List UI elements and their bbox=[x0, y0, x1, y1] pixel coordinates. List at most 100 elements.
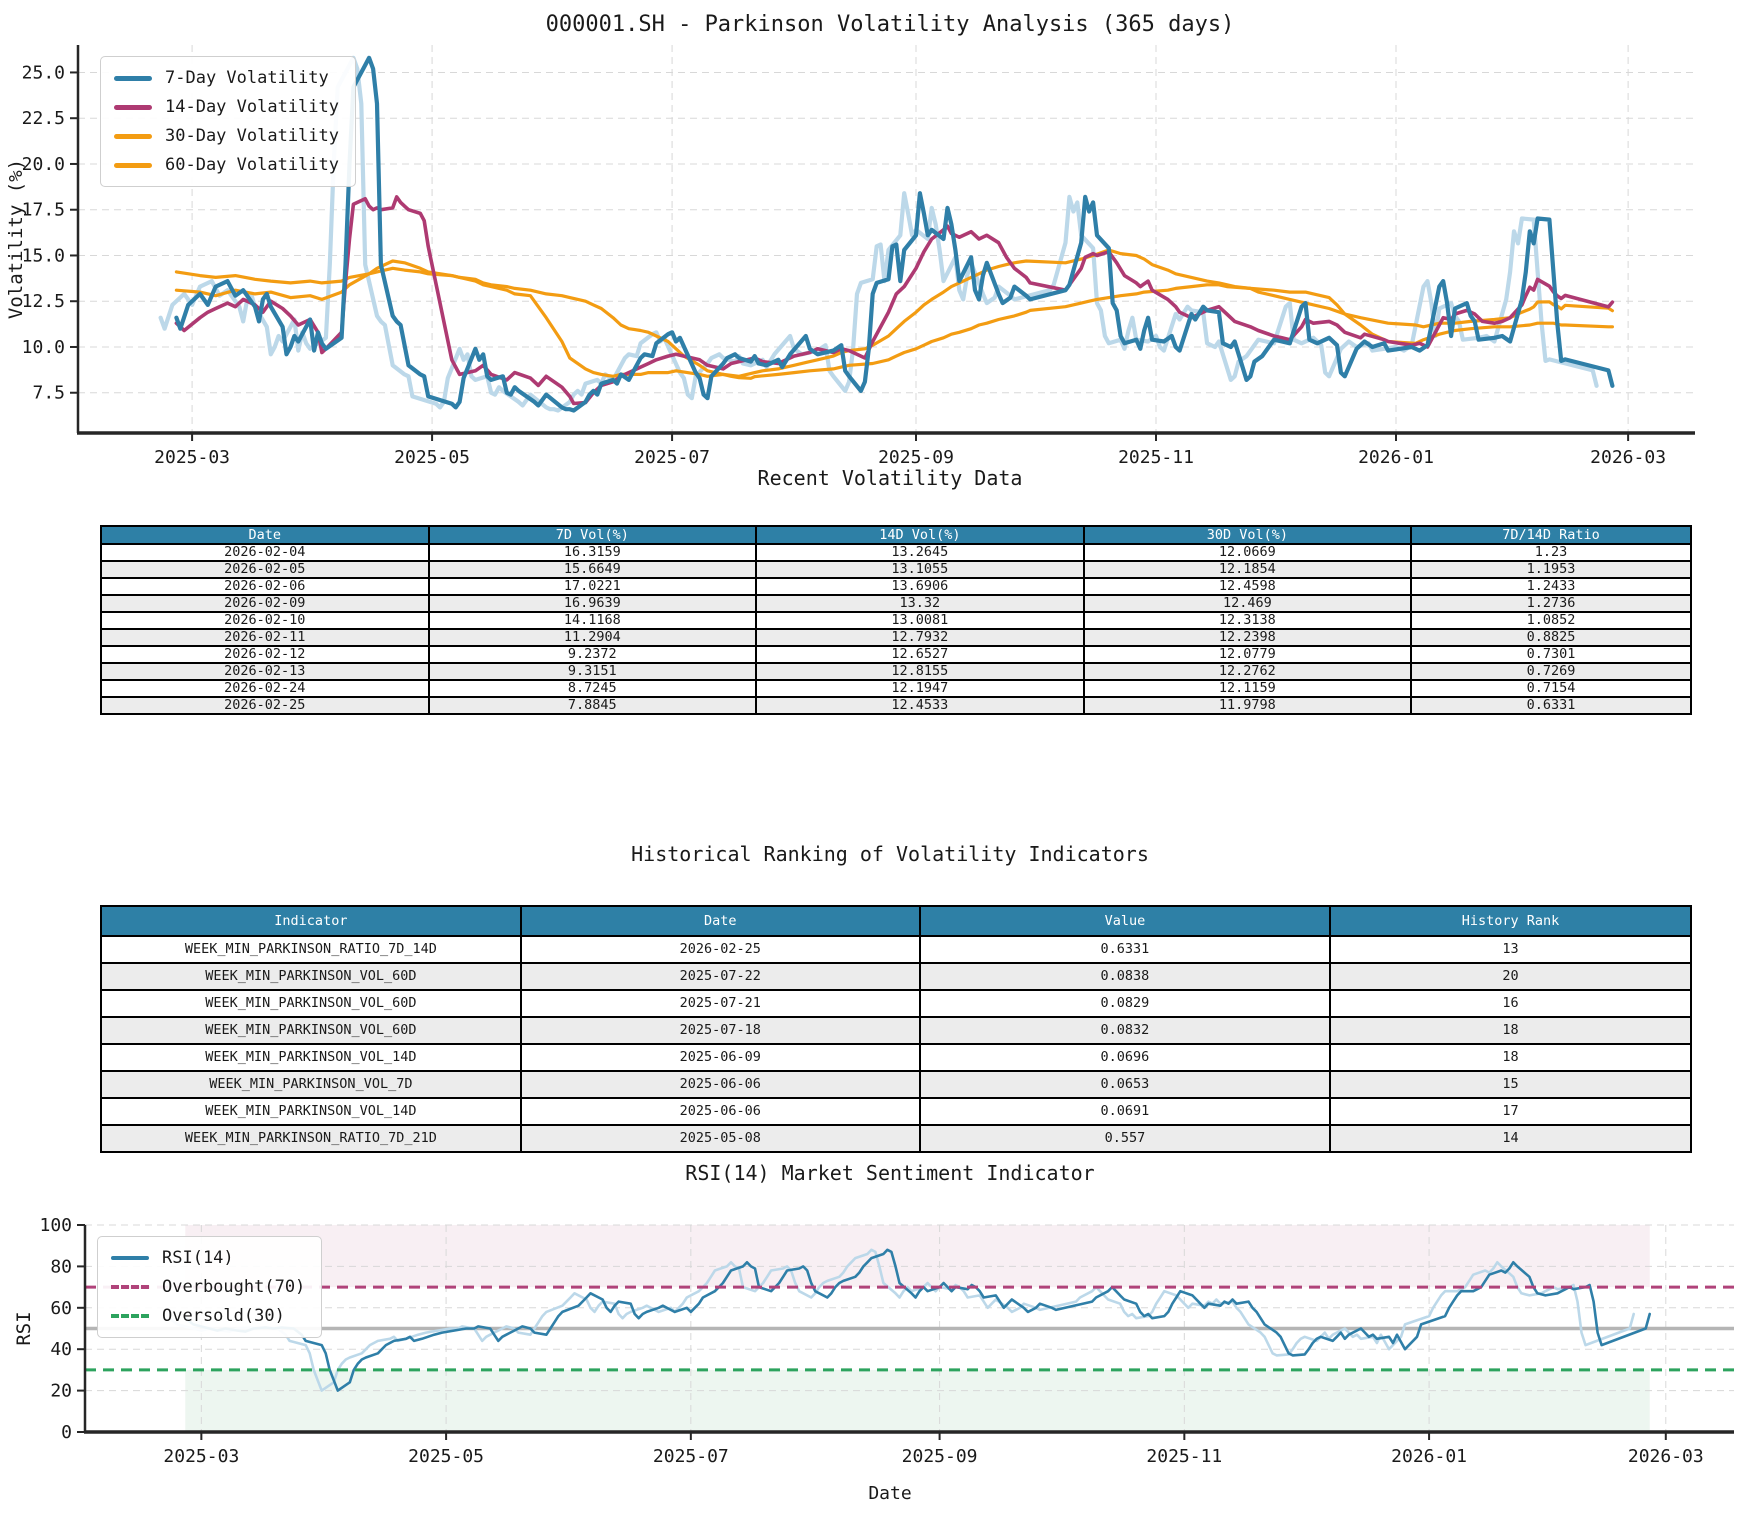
table-cell: 0.6331 bbox=[1410, 696, 1692, 715]
table-cell: 12.1159 bbox=[1082, 679, 1413, 698]
ghost-line bbox=[168, 1248, 1635, 1392]
table-cell: WEEK_MIN_PARKINSON_VOL_14D bbox=[100, 1097, 522, 1126]
table-cell: 15 bbox=[1329, 1070, 1692, 1099]
table-row: 2026-02-04 16.3159 13.2645 12.0669 1.23 bbox=[100, 543, 1692, 562]
rsi-chart-title: RSI(14) Market Sentiment Indicator bbox=[685, 1161, 1095, 1185]
table-cell: 14.1168 bbox=[427, 611, 758, 630]
table-row: 2026-02-24 8.7245 12.1947 12.1159 0.7154 bbox=[100, 679, 1692, 698]
table-cell: 0.0838 bbox=[918, 962, 1332, 991]
table-cell: 0.7301 bbox=[1410, 645, 1692, 664]
legend-swatch-icon bbox=[111, 1256, 149, 1260]
table-cell: 2025-06-06 bbox=[519, 1097, 921, 1126]
y-axis-label: RSI bbox=[13, 1311, 35, 1345]
recent-table-title: Recent Volatility Data bbox=[757, 466, 1023, 490]
table-cell: 18 bbox=[1329, 1016, 1692, 1045]
table-cell: WEEK_MIN_PARKINSON_VOL_60D bbox=[100, 1016, 522, 1045]
table-cell: WEEK_MIN_PARKINSON_VOL_60D bbox=[100, 962, 522, 991]
y-tick-label: 20 bbox=[50, 1381, 72, 1402]
y-tick-label: 15.0 bbox=[22, 245, 65, 266]
table-cell: 1.1953 bbox=[1410, 560, 1692, 579]
x-tick-label: 2025-03 bbox=[154, 447, 230, 468]
y-tick-label: 0 bbox=[61, 1422, 72, 1443]
legend-swatch-icon bbox=[111, 1314, 149, 1318]
table-cell: 12.1947 bbox=[755, 679, 1085, 698]
table-cell: 17 bbox=[1329, 1097, 1692, 1126]
table-row: 2026-02-06 17.0221 13.6906 12.4598 1.2433 bbox=[100, 577, 1692, 596]
legend-swatch-icon bbox=[114, 162, 152, 168]
table-cell: 2026-02-24 bbox=[100, 679, 430, 698]
table-cell: 13.6906 bbox=[755, 577, 1085, 596]
table-cell: 0.0653 bbox=[918, 1070, 1332, 1099]
legend-label: 30-Day Volatility bbox=[165, 126, 339, 146]
table-cell: WEEK_MIN_PARKINSON_RATIO_7D_21D bbox=[100, 1124, 522, 1153]
table-row: WEEK_MIN_PARKINSON_VOL_14D 2025-06-09 0.06… bbox=[100, 1043, 1692, 1072]
table-row: WEEK_MIN_PARKINSON_VOL_60D 2025-07-18 0.08… bbox=[100, 1016, 1692, 1045]
table-cell: 2026-02-10 bbox=[100, 611, 430, 630]
table-cell: 2026-02-04 bbox=[100, 543, 430, 562]
column-header: 7D/14D Ratio bbox=[1410, 525, 1692, 545]
table-cell: 2025-05-08 bbox=[519, 1124, 921, 1153]
legend-item: 14-Day Volatility bbox=[114, 96, 339, 118]
table-cell: 12.2762 bbox=[1082, 662, 1413, 681]
y-tick-label: 17.5 bbox=[22, 200, 65, 221]
table-cell: 12.7932 bbox=[755, 628, 1085, 647]
table-row: WEEK_MIN_PARKINSON_RATIO_7D_14D 2026-02-2… bbox=[100, 935, 1692, 964]
7-day-volatility-line bbox=[174, 55, 1615, 413]
table-cell: 12.6527 bbox=[755, 645, 1085, 664]
legend-swatch-icon bbox=[114, 133, 152, 139]
table-cell: 1.2736 bbox=[1410, 594, 1692, 613]
overbought-zone bbox=[185, 1225, 1650, 1288]
main-chart-title: 000001.SH - Parkinson Volatility Analysi… bbox=[545, 12, 1235, 37]
table-cell: 2026-02-09 bbox=[100, 594, 430, 613]
table-cell: 11.2904 bbox=[427, 628, 758, 647]
table-cell: 12.3138 bbox=[1082, 611, 1413, 630]
table-cell: 0.8825 bbox=[1410, 628, 1692, 647]
table-row: 2026-02-10 14.1168 13.0081 12.3138 1.0852 bbox=[100, 611, 1692, 630]
legend-label: Overbought(70) bbox=[162, 1277, 306, 1297]
table-cell: 1.0852 bbox=[1410, 611, 1692, 630]
legend-item: 30-Day Volatility bbox=[114, 125, 339, 147]
legend-label: RSI(14) bbox=[162, 1248, 234, 1268]
14-day-volatility-line bbox=[174, 195, 1615, 406]
table-row: 2026-02-05 15.6649 13.1055 12.1854 1.1953 bbox=[100, 560, 1692, 579]
x-tick-label: 2025-03 bbox=[163, 1446, 239, 1467]
table-cell: 0.0829 bbox=[918, 989, 1332, 1018]
table-cell: WEEK_MIN_PARKINSON_VOL_60D bbox=[100, 989, 522, 1018]
table-cell: 13.2645 bbox=[755, 543, 1085, 562]
table-cell: WEEK_MIN_PARKINSON_VOL_14D bbox=[100, 1043, 522, 1072]
y-axis-label: Volatility (%) bbox=[5, 159, 27, 319]
legend-label: Oversold(30) bbox=[162, 1306, 285, 1326]
legend-item: Overbought(70) bbox=[111, 1276, 305, 1298]
legend-swatch-icon bbox=[114, 75, 152, 81]
table-cell: 2026-02-13 bbox=[100, 662, 430, 681]
table-header-row: Date 7D Vol(%) 14D Vol(%) 30D Vol(%) 7D/14D … bbox=[100, 525, 1692, 545]
column-header: Date bbox=[519, 905, 921, 937]
x-tick-label: 2025-09 bbox=[878, 447, 954, 468]
recent-volatility-table: Date 7D Vol(%) 14D Vol(%) 30D Vol(%) 7D/14D … bbox=[100, 525, 1692, 715]
oversold-zone bbox=[185, 1369, 1650, 1432]
table-row: 2026-02-25 7.8845 12.4533 11.9798 0.6331 bbox=[100, 696, 1692, 715]
x-tick-label: 2026-01 bbox=[1391, 1446, 1467, 1467]
table-cell: 0.557 bbox=[918, 1124, 1332, 1153]
table-cell: 17.0221 bbox=[427, 577, 758, 596]
table-row: WEEK_MIN_PARKINSON_VOL_7D 2025-06-06 0.065… bbox=[100, 1070, 1692, 1099]
y-tick-label: 40 bbox=[50, 1339, 72, 1360]
legend-swatch-icon bbox=[114, 104, 152, 110]
table-row: 2026-02-09 16.9639 13.32 12.469 1.2736 bbox=[100, 594, 1692, 613]
table-cell: 2026-02-25 bbox=[100, 696, 430, 715]
x-tick-label: 2025-07 bbox=[653, 1446, 729, 1467]
column-header: 30D Vol(%) bbox=[1082, 525, 1413, 545]
table-cell: 2025-06-06 bbox=[519, 1070, 921, 1099]
table-cell: 0.7154 bbox=[1410, 679, 1692, 698]
x-tick-label: 2026-03 bbox=[1590, 447, 1666, 468]
table-cell: 14 bbox=[1329, 1124, 1692, 1153]
x-tick-label: 2025-11 bbox=[1118, 447, 1194, 468]
y-tick-label: 100 bbox=[39, 1215, 72, 1236]
x-tick-label: 2026-03 bbox=[1628, 1446, 1704, 1467]
x-tick-label: 2025-05 bbox=[408, 1446, 484, 1467]
table-cell: 12.4533 bbox=[755, 696, 1085, 715]
table-cell: 1.23 bbox=[1410, 543, 1692, 562]
table-cell: 16.9639 bbox=[427, 594, 758, 613]
table-cell: 13.0081 bbox=[755, 611, 1085, 630]
